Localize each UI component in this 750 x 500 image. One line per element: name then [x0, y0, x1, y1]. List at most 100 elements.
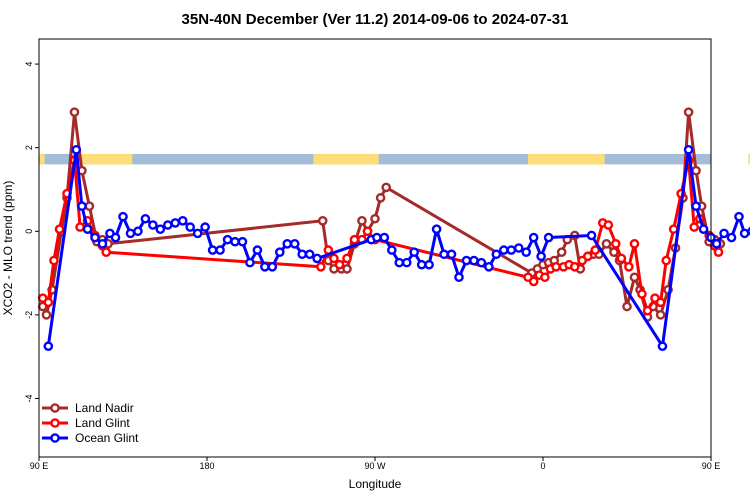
- data-point-ocean-glint: [82, 224, 93, 234]
- data-point-ocean-glint: [394, 257, 405, 268]
- data-point-ocean-glint: [513, 243, 524, 253]
- land-band-segment: [748, 153, 750, 165]
- y-tick-label: 4: [24, 62, 34, 67]
- legend-item-ocean-glint: Ocean Glint: [42, 431, 139, 445]
- data-point-land-glint: [629, 239, 640, 249]
- data-point-land-nadir: [556, 247, 567, 257]
- data-point-ocean-glint: [657, 341, 668, 352]
- data-point-land-glint: [551, 262, 561, 272]
- data-point-ocean-glint: [222, 234, 233, 245]
- data-point-land-glint: [49, 255, 59, 266]
- data-point-land-nadir: [41, 310, 52, 320]
- legend-swatch-marker: [50, 433, 60, 443]
- data-point-land-nadir: [601, 239, 612, 249]
- land-ocean-band: [39, 153, 750, 165]
- data-point-land-glint: [528, 276, 539, 287]
- data-point-ocean-glint: [372, 232, 382, 243]
- data-point-land-nadir: [622, 301, 632, 312]
- data-point-ocean-glint: [401, 257, 412, 268]
- data-point-ocean-glint: [446, 249, 457, 260]
- legend-label: Ocean Glint: [75, 431, 139, 445]
- series-land-nadir: [37, 107, 726, 322]
- legend-item-land-glint: Land Glint: [42, 416, 130, 430]
- data-point-land-glint: [655, 297, 666, 308]
- data-point-ocean-glint: [260, 262, 270, 272]
- data-point-ocean-glint: [424, 259, 434, 270]
- data-point-ocean-glint: [739, 228, 750, 239]
- data-point-land-nadir: [370, 213, 380, 224]
- data-point-ocean-glint: [726, 232, 737, 243]
- data-point-ocean-glint: [439, 249, 449, 260]
- data-point-land-nadir: [69, 107, 80, 117]
- data-point-ocean-glint: [476, 257, 487, 268]
- data-point-land-glint: [611, 239, 621, 249]
- data-point-ocean-glint: [683, 144, 694, 155]
- data-point-ocean-glint: [289, 239, 300, 249]
- data-point-ocean-glint: [162, 220, 173, 230]
- data-point-ocean-glint: [409, 247, 420, 257]
- legend-item-land-nadir: Land Nadir: [42, 401, 134, 415]
- data-point-ocean-glint: [454, 272, 464, 283]
- data-point-land-glint: [334, 259, 345, 270]
- data-point-ocean-glint: [230, 236, 240, 247]
- data-point-ocean-glint: [304, 249, 315, 260]
- data-point-ocean-glint: [719, 228, 729, 239]
- data-point-ocean-glint: [431, 224, 442, 234]
- data-point-land-glint: [642, 305, 653, 316]
- data-point-land-nadir: [691, 165, 701, 176]
- data-point-ocean-glint: [252, 245, 263, 255]
- data-point-ocean-glint: [734, 211, 744, 222]
- data-point-land-nadir: [375, 193, 386, 203]
- data-point-land-glint: [101, 247, 111, 257]
- data-point-ocean-glint: [536, 251, 546, 262]
- data-point-ocean-glint: [416, 259, 427, 270]
- land-band-segment: [528, 153, 605, 165]
- data-point-land-glint: [362, 226, 373, 237]
- data-point-land-glint: [590, 245, 601, 255]
- data-point-ocean-glint: [207, 245, 218, 255]
- data-point-ocean-glint: [484, 262, 494, 272]
- data-point-ocean-glint: [170, 218, 181, 228]
- x-tick-label: 0: [540, 461, 545, 471]
- data-point-ocean-glint: [461, 255, 472, 266]
- land-band-segment: [39, 153, 45, 165]
- data-point-ocean-glint: [155, 224, 166, 234]
- x-tick-label: 180: [199, 461, 214, 471]
- data-point-ocean-glint: [691, 201, 701, 211]
- data-point-ocean-glint: [312, 253, 322, 264]
- data-point-land-glint: [603, 220, 614, 230]
- data-point-ocean-glint: [297, 249, 308, 260]
- y-tick-label: 2: [24, 145, 34, 150]
- data-point-ocean-glint: [71, 144, 82, 155]
- x-tick-label: 90 E: [30, 461, 49, 471]
- data-point-land-glint: [329, 253, 339, 264]
- data-point-ocean-glint: [110, 232, 121, 243]
- data-point-land-glint: [540, 272, 550, 283]
- data-point-ocean-glint: [43, 341, 54, 352]
- data-point-land-glint: [583, 251, 593, 262]
- data-point-ocean-glint: [133, 226, 143, 237]
- data-point-ocean-glint: [469, 255, 479, 266]
- data-point-ocean-glint: [711, 239, 722, 249]
- land-band-segment: [76, 153, 133, 165]
- data-point-ocean-glint: [140, 213, 151, 224]
- data-point-ocean-glint: [125, 228, 136, 239]
- data-point-ocean-glint: [698, 224, 709, 234]
- data-point-land-glint: [713, 247, 724, 257]
- data-point-ocean-glint: [506, 245, 517, 255]
- data-point-land-glint: [637, 289, 647, 299]
- data-point-ocean-glint: [386, 245, 397, 255]
- data-point-ocean-glint: [200, 222, 210, 232]
- data-point-land-nadir: [381, 182, 392, 193]
- data-point-land-glint: [75, 222, 85, 232]
- legend-label: Land Nadir: [75, 401, 134, 415]
- data-point-ocean-glint: [90, 232, 100, 243]
- data-point-land-glint: [661, 255, 672, 266]
- series-line-ocean-glint: [46, 148, 750, 348]
- y-tick-label: -4: [24, 394, 34, 402]
- data-point-ocean-glint: [185, 222, 195, 232]
- data-point-ocean-glint: [97, 239, 108, 249]
- land-band-segment: [313, 153, 379, 165]
